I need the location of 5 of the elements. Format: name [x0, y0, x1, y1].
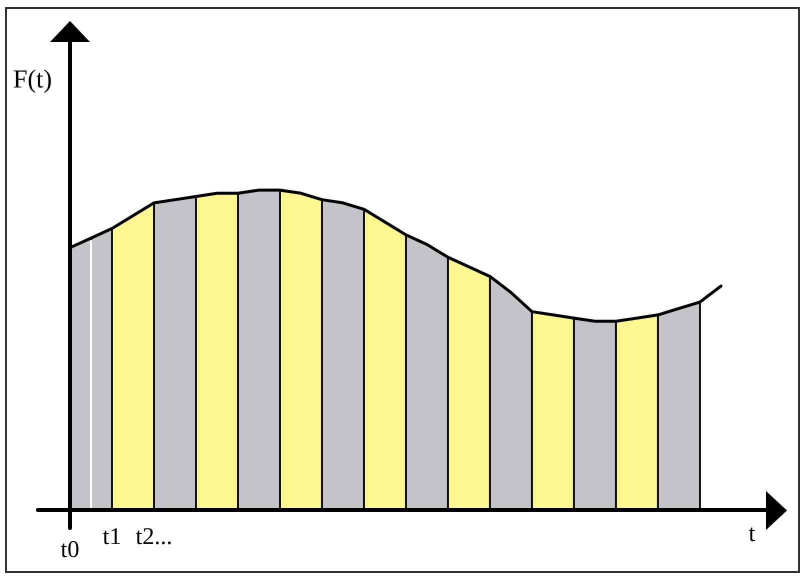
x-tick-label: t1 — [102, 524, 122, 550]
x-tick-label: t0 — [60, 537, 80, 563]
x-axis-title: t — [748, 521, 756, 548]
y-axis-title: F(t) — [13, 64, 52, 94]
x-tick-label: t2... — [136, 524, 172, 550]
